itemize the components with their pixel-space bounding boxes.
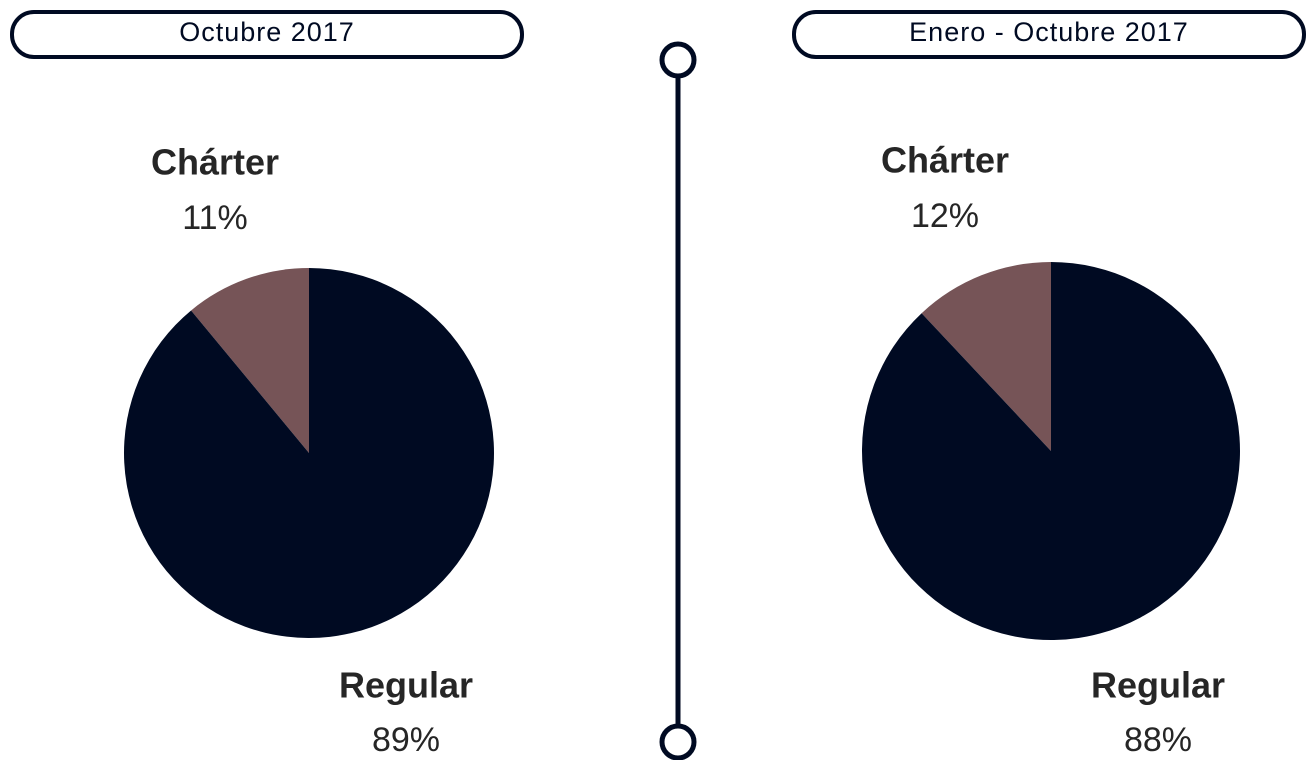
value-label: 11% xyxy=(182,199,248,237)
category-label: Chárter xyxy=(151,142,279,183)
timeline-node xyxy=(659,41,697,79)
pie-slice xyxy=(921,262,1051,451)
category-label: Regular xyxy=(1091,665,1225,706)
chart-title: Octubre 2017 xyxy=(179,17,355,47)
timeline xyxy=(659,41,697,760)
value-label: 88% xyxy=(1124,721,1192,759)
category-label: Regular xyxy=(339,665,473,706)
title-pill xyxy=(10,10,524,59)
pie-slice xyxy=(861,262,1240,640)
pie-slice xyxy=(123,268,494,638)
value-label: 12% xyxy=(911,197,979,235)
value-label: 89% xyxy=(372,721,440,759)
chart-title: Enero - Octubre 2017 xyxy=(909,17,1189,47)
pie-slice xyxy=(191,268,309,453)
category-label: Chárter xyxy=(881,140,1009,181)
title-pill xyxy=(792,10,1306,59)
timeline-node xyxy=(659,723,697,760)
